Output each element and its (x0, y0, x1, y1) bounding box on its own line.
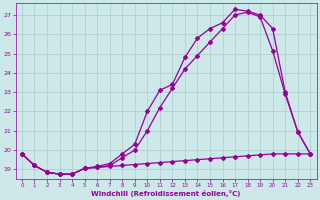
X-axis label: Windchill (Refroidissement éolien,°C): Windchill (Refroidissement éolien,°C) (92, 190, 241, 197)
